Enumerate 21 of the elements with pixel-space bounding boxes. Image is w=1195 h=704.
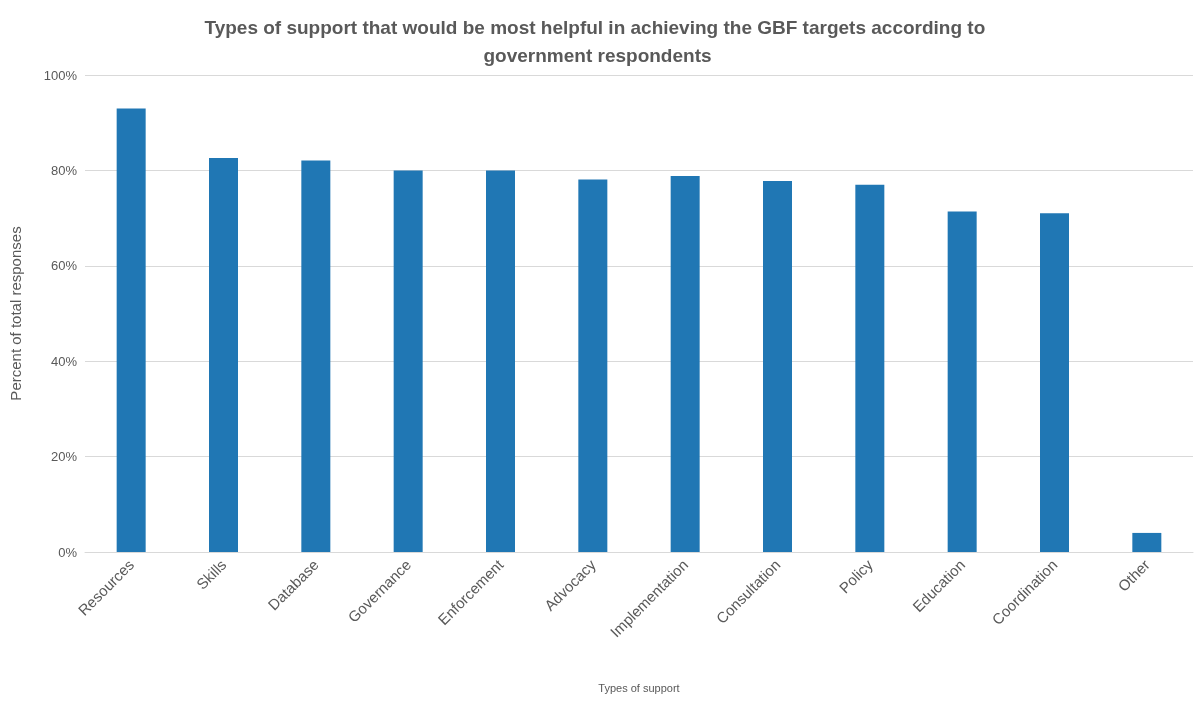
y-tick-label: 100% [43, 67, 78, 83]
y-tick-label: 0% [58, 544, 78, 560]
x-axis-title: Types of support [598, 681, 680, 694]
bar [947, 211, 977, 552]
bar [1132, 532, 1162, 552]
y-tick-label: 40% [50, 353, 78, 369]
bar [1040, 213, 1069, 552]
y-tick-label: 80% [50, 162, 78, 178]
bar [486, 170, 515, 552]
bar [301, 160, 331, 552]
y-axis-title: Percent of total responses [7, 226, 24, 401]
bar [116, 108, 146, 552]
bar [763, 180, 792, 552]
y-tick-label: 20% [50, 449, 78, 465]
bar [393, 170, 423, 552]
bar [855, 184, 885, 552]
y-tick-label: 60% [50, 258, 78, 274]
chart-title: Types of support that would be most helpful in achieving the GBF targets according to government respondents [204, 16, 991, 66]
bar [670, 176, 700, 552]
bar [578, 179, 608, 552]
bar [209, 158, 238, 552]
